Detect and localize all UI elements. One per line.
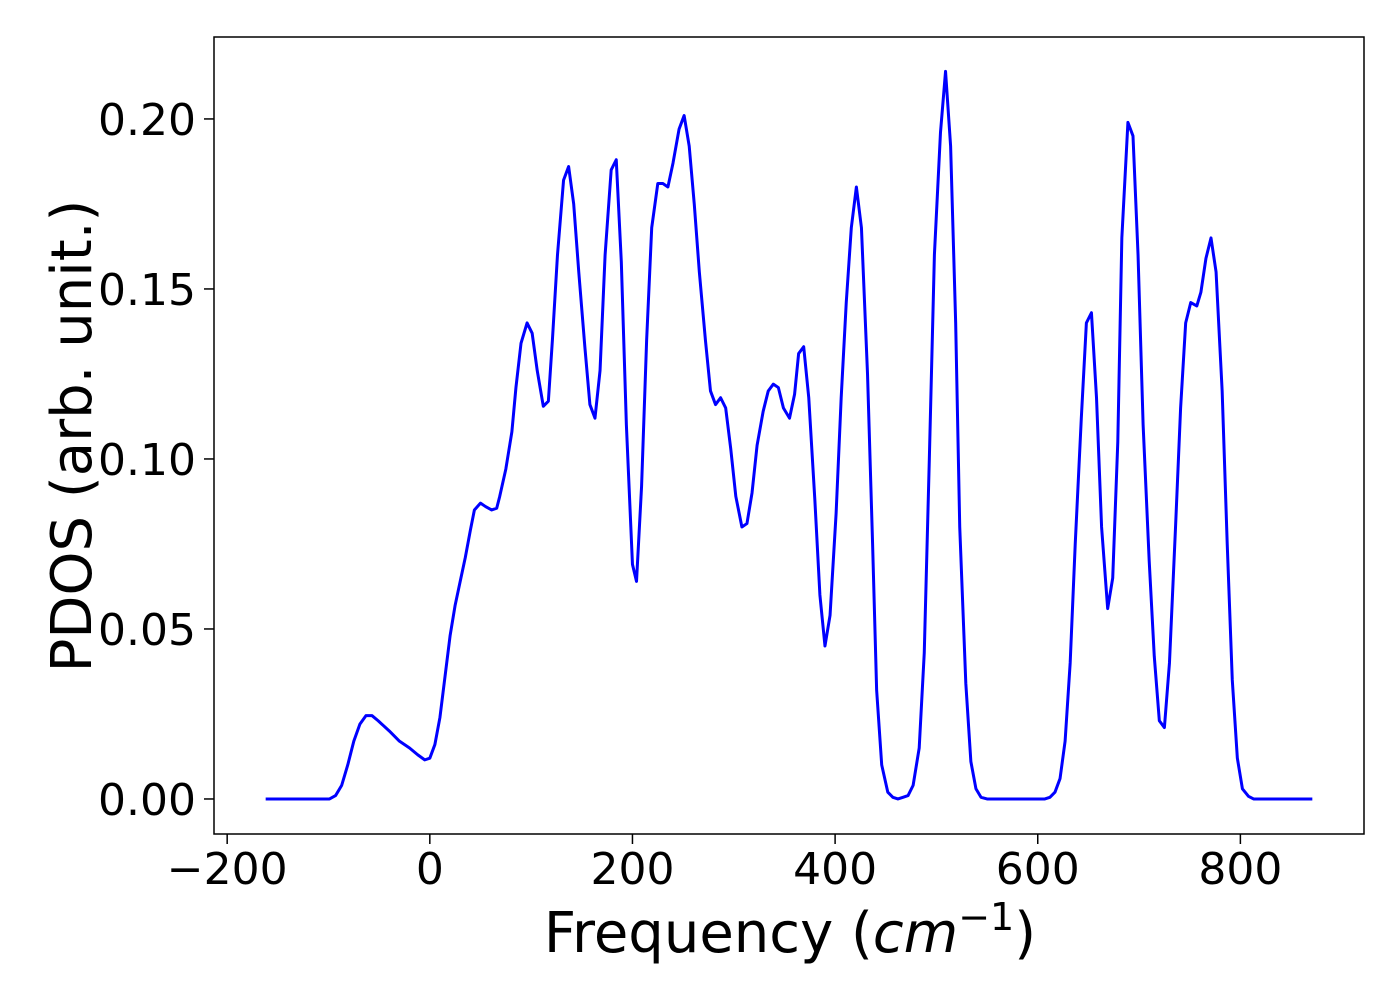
data-line <box>265 69 1313 801</box>
y-axis-label: PDOS (arb. unit.) <box>40 200 105 673</box>
y-tick-label: 0.20 <box>98 95 196 146</box>
x-tick-label: 200 <box>590 844 674 895</box>
x-label-text: Frequency ( <box>544 901 873 966</box>
x-tick-label: −200 <box>167 844 288 895</box>
y-tick-label: 0.15 <box>98 265 196 316</box>
x-tick-label: 600 <box>996 844 1080 895</box>
y-tick-label: 0.10 <box>98 435 196 486</box>
y-tick-label: 0.05 <box>98 605 196 656</box>
x-label-exponent: −1 <box>958 895 1014 939</box>
x-tick-label: 0 <box>416 844 444 895</box>
x-label-text: ) <box>1014 901 1036 966</box>
y-tick-label: 0.00 <box>98 775 196 826</box>
x-axis-label: Frequency (cm−1) <box>544 895 1036 966</box>
x-label-unit: cm <box>873 901 958 966</box>
x-tick-label: 800 <box>1198 844 1282 895</box>
x-tick-label: 400 <box>793 844 877 895</box>
plot-frame <box>213 36 1365 835</box>
